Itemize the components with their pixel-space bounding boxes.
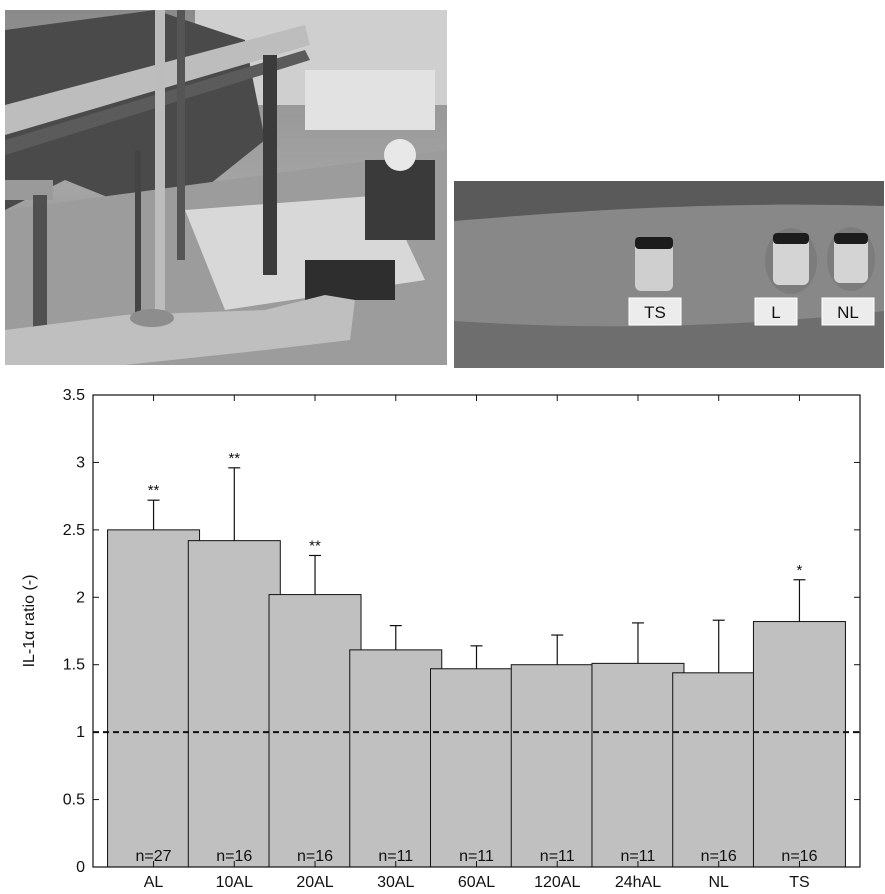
y-tick-label: 3 xyxy=(76,454,85,471)
patch-l xyxy=(765,228,817,294)
apparatus-photo xyxy=(5,10,447,365)
y-tick-label: 1.5 xyxy=(63,657,85,674)
patch-nl xyxy=(827,227,875,291)
bar-AL xyxy=(107,529,201,868)
il1a-ratio-bar-chart: ** n=27 AL ** n=16 10AL ** n=16 20AL n=11 30AL n=11… xyxy=(21,387,861,891)
bar-TS xyxy=(752,621,846,868)
bar-20AL xyxy=(268,594,362,868)
bar-60AL xyxy=(430,668,523,868)
significance-marker-TS: * xyxy=(797,562,803,579)
patch-ts xyxy=(635,237,673,291)
label-box-ts xyxy=(628,297,682,326)
bar-30AL xyxy=(349,649,443,868)
n-label-TS: n=16 xyxy=(781,848,817,865)
bar-24hAL xyxy=(591,662,685,868)
n-label-30AL: n=11 xyxy=(378,848,413,865)
x-tick-label-24hAL: 24hAL xyxy=(615,874,661,891)
bar-10AL xyxy=(187,540,281,868)
x-tick-label-TS: TS xyxy=(789,874,809,891)
n-label-24hAL: n=11 xyxy=(621,848,656,865)
n-label-60AL: n=11 xyxy=(459,848,494,865)
y-axis-label: IL-1α ratio (-) xyxy=(21,575,38,668)
bar-NL xyxy=(672,672,766,868)
x-tick-label-AL: AL xyxy=(144,874,164,891)
labels-group: ** n=27 AL ** n=16 10AL ** n=16 20AL n=11 30AL n=11… xyxy=(63,387,818,891)
forearm-patches-photo: TS L NL xyxy=(454,181,884,368)
n-label-120AL: n=11 xyxy=(540,848,575,865)
x-tick-label-120AL: 120AL xyxy=(534,874,580,891)
label-box-l xyxy=(754,297,798,326)
x-tick-label-30AL: 30AL xyxy=(377,874,414,891)
significance-marker-10AL: ** xyxy=(228,450,240,467)
label-box-nl xyxy=(821,297,875,326)
x-tick-label-60AL: 60AL xyxy=(458,874,495,891)
n-label-10AL: n=16 xyxy=(216,848,252,865)
significance-marker-AL: ** xyxy=(148,482,160,499)
bars-group xyxy=(107,529,846,868)
error-bars-group xyxy=(147,467,806,673)
x-tick-label-20AL: 20AL xyxy=(296,874,333,891)
arm-label-nl: NL xyxy=(837,303,859,322)
x-tick-label-NL: NL xyxy=(708,874,729,891)
x-tick-label-10AL: 10AL xyxy=(216,874,253,891)
n-label-AL: n=27 xyxy=(136,848,172,865)
y-tick-label: 1 xyxy=(76,724,85,741)
arm-label-l: L xyxy=(771,303,780,322)
bar-120AL xyxy=(510,664,604,868)
y-tick-label: 2.5 xyxy=(63,522,85,539)
y-tick-label: 0.5 xyxy=(63,792,85,809)
n-label-20AL: n=16 xyxy=(297,848,333,865)
y-tick-label: 3.5 xyxy=(63,387,85,404)
significance-marker-20AL: ** xyxy=(309,537,321,554)
n-label-NL: n=16 xyxy=(701,848,737,865)
axis-ticks-group xyxy=(93,394,860,868)
arm-label-ts: TS xyxy=(644,303,666,322)
y-tick-label: 0 xyxy=(76,859,85,876)
y-tick-label: 2 xyxy=(76,589,85,606)
